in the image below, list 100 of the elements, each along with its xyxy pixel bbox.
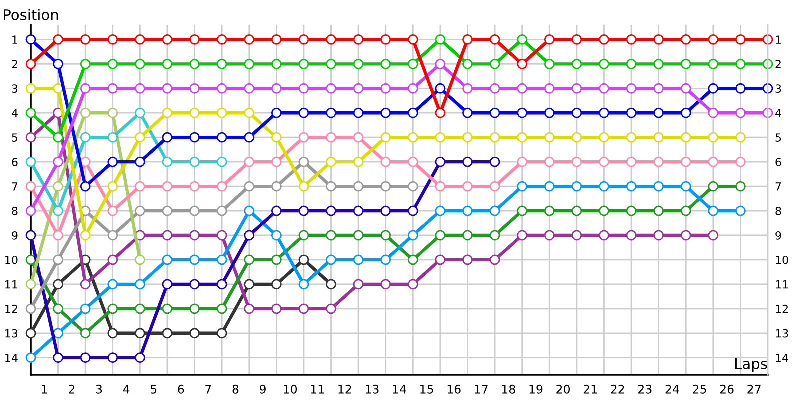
y-tick-label: 6 (12, 158, 18, 166)
point (490, 108, 500, 118)
point (216, 156, 228, 168)
point (517, 34, 528, 45)
point (298, 254, 310, 266)
point (544, 181, 555, 192)
point (654, 58, 664, 70)
point (544, 34, 555, 45)
y2-tick-label: 8 (776, 206, 782, 216)
point (134, 279, 146, 290)
point (708, 83, 719, 94)
x-tick-label: 12 (338, 384, 352, 394)
point (134, 304, 146, 314)
point (326, 181, 336, 192)
point (490, 206, 500, 216)
point (654, 206, 664, 216)
x-tick-label: 2 (69, 384, 75, 394)
y-tick-label: 1 (12, 36, 18, 44)
point (708, 156, 719, 168)
point (53, 254, 64, 266)
point (162, 156, 173, 168)
point (544, 230, 555, 241)
point (80, 352, 91, 364)
point (190, 230, 200, 241)
point (544, 206, 555, 216)
point (190, 83, 200, 94)
x-tick-label: 15 (420, 385, 434, 394)
point (462, 58, 473, 70)
y-tick-label: 5 (12, 134, 18, 142)
point (408, 230, 418, 241)
point (435, 58, 446, 70)
point (326, 304, 336, 314)
point (735, 34, 746, 45)
point (271, 206, 282, 216)
point (108, 58, 118, 70)
x-tick-label: 26 (720, 384, 734, 394)
point (680, 156, 692, 168)
point (80, 181, 91, 192)
point (654, 230, 664, 241)
x-tick-label: 22 (611, 384, 624, 394)
x-tick-label: 20 (556, 384, 570, 394)
point (53, 352, 64, 364)
point (298, 279, 310, 290)
y2-tick-label: 2 (776, 60, 781, 68)
point (353, 206, 364, 216)
point (408, 156, 418, 168)
point (326, 206, 336, 216)
point (271, 181, 282, 192)
point (353, 181, 364, 192)
point (544, 108, 555, 118)
point (435, 34, 446, 45)
point (408, 132, 418, 143)
x-tick-label: 24 (666, 384, 680, 394)
point (271, 254, 282, 266)
point (26, 230, 36, 241)
point (298, 108, 310, 118)
y2-tick-label: 13 (776, 329, 788, 338)
point (462, 156, 473, 168)
point (216, 230, 228, 241)
point (326, 156, 336, 168)
point (680, 83, 692, 94)
point (162, 230, 173, 241)
point (271, 230, 282, 241)
point (26, 254, 36, 266)
point (490, 132, 500, 143)
point (298, 58, 310, 70)
point (108, 132, 118, 143)
point (435, 181, 446, 192)
point (26, 58, 36, 70)
y-tick-label: 10 (6, 256, 18, 264)
y2-tick-label: 6 (776, 158, 782, 166)
point (53, 83, 64, 94)
point (80, 58, 91, 70)
point (572, 108, 582, 118)
point (216, 206, 228, 216)
x-tick-label: 21 (584, 384, 597, 394)
point (80, 108, 91, 118)
point (190, 34, 200, 45)
point (517, 58, 528, 70)
point (353, 83, 364, 94)
point (380, 181, 392, 192)
point (626, 132, 637, 143)
point (190, 279, 200, 290)
point (490, 181, 500, 192)
x-tick-label: 6 (178, 384, 184, 394)
point (26, 206, 36, 216)
point (298, 132, 310, 143)
y2-tick-label: 1 (776, 36, 781, 44)
point (244, 279, 255, 290)
x-tick-label: 19 (530, 384, 543, 394)
point (162, 58, 173, 70)
x-tick-label: 14 (393, 385, 406, 394)
point (326, 34, 336, 45)
point (462, 181, 473, 192)
point (408, 83, 418, 94)
point (298, 156, 310, 168)
point (190, 304, 200, 314)
point (517, 132, 528, 143)
point (134, 58, 146, 70)
point (26, 156, 36, 168)
